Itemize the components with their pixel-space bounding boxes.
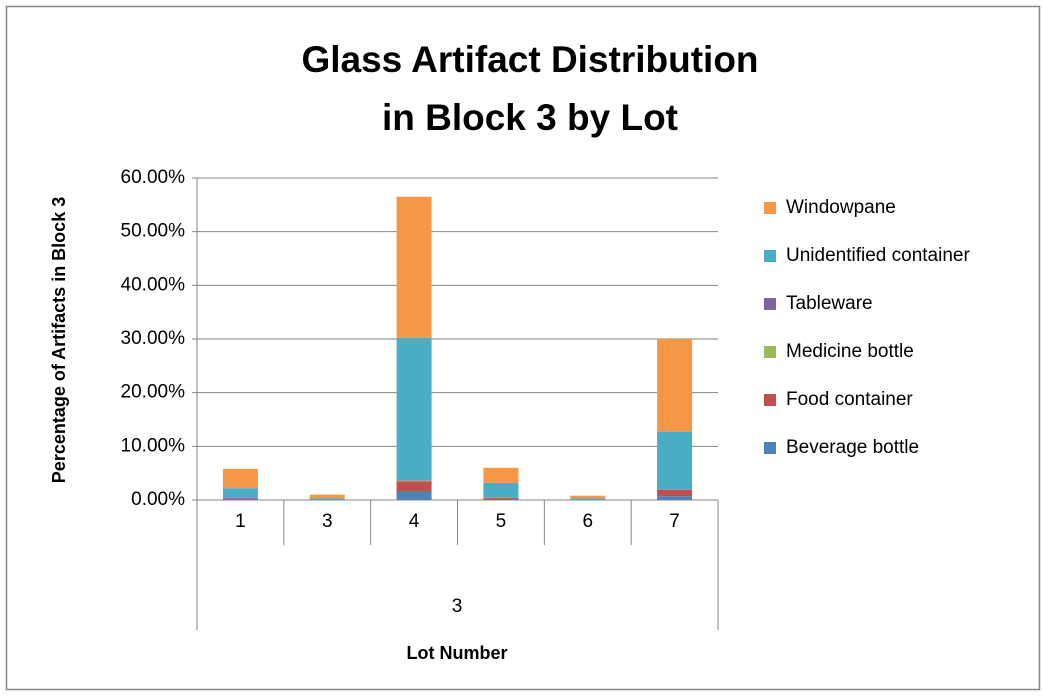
bar-segment bbox=[309, 498, 345, 500]
y-tick-label: 50.00% bbox=[121, 221, 186, 242]
bar-segment bbox=[222, 468, 258, 489]
x-tick-label: 1 bbox=[235, 511, 246, 532]
bar-segment bbox=[657, 339, 693, 432]
bar-segment bbox=[483, 482, 519, 498]
bar-segment bbox=[657, 489, 693, 490]
x-tick-label: 4 bbox=[409, 511, 420, 532]
x-tick-label: 7 bbox=[669, 511, 680, 532]
bar-segment bbox=[657, 496, 693, 500]
chart-frame bbox=[5, 5, 1041, 691]
bar-segment bbox=[222, 497, 258, 499]
bar-segment bbox=[483, 467, 519, 483]
bar-segment bbox=[657, 431, 693, 490]
bar-segment bbox=[570, 498, 606, 500]
bar-segment bbox=[396, 480, 432, 482]
legend-label: Unidentified container bbox=[786, 245, 970, 266]
x-axis-title: Lot Number bbox=[407, 643, 508, 663]
bar-segment bbox=[483, 497, 519, 499]
chart-title: in Block 3 by Lot bbox=[382, 97, 678, 138]
bar-segment bbox=[396, 480, 432, 481]
y-tick-label: 30.00% bbox=[121, 328, 186, 349]
legend-swatch bbox=[764, 442, 776, 454]
legend-swatch bbox=[764, 202, 776, 214]
bar-segment bbox=[396, 337, 432, 481]
y-tick-label: 40.00% bbox=[121, 274, 186, 295]
legend-label: Food container bbox=[786, 389, 913, 410]
x-group-label: 3 bbox=[452, 596, 463, 617]
legend-swatch bbox=[764, 394, 776, 406]
bar-segment bbox=[222, 498, 258, 500]
y-tick-label: 10.00% bbox=[121, 435, 186, 456]
bar-segment bbox=[657, 489, 693, 497]
y-axis-title: Percentage of Artifacts in Block 3 bbox=[49, 197, 69, 483]
legend-label: Beverage bottle bbox=[786, 437, 919, 458]
legend-label: Medicine bottle bbox=[786, 341, 914, 362]
x-tick-label: 3 bbox=[322, 511, 333, 532]
bar-segment bbox=[570, 495, 606, 499]
chart-title: Glass Artifact Distribution bbox=[301, 39, 758, 80]
legend-label: Windowpane bbox=[786, 197, 896, 218]
x-tick-label: 5 bbox=[496, 511, 507, 532]
bar-segment bbox=[396, 491, 432, 500]
y-tick-label: 0.00% bbox=[131, 489, 185, 510]
legend-swatch bbox=[764, 298, 776, 310]
y-tick-label: 20.00% bbox=[121, 382, 186, 403]
legend-label: Tableware bbox=[786, 293, 873, 314]
bar-segment bbox=[396, 196, 432, 338]
bar-segment bbox=[309, 494, 345, 499]
x-tick-label: 6 bbox=[582, 511, 593, 532]
legend-swatch bbox=[764, 346, 776, 358]
bar-segment bbox=[222, 488, 258, 498]
y-tick-label: 60.00% bbox=[121, 167, 186, 188]
legend-swatch bbox=[764, 250, 776, 262]
bar-segment bbox=[396, 481, 432, 492]
bar-segment bbox=[483, 498, 519, 500]
